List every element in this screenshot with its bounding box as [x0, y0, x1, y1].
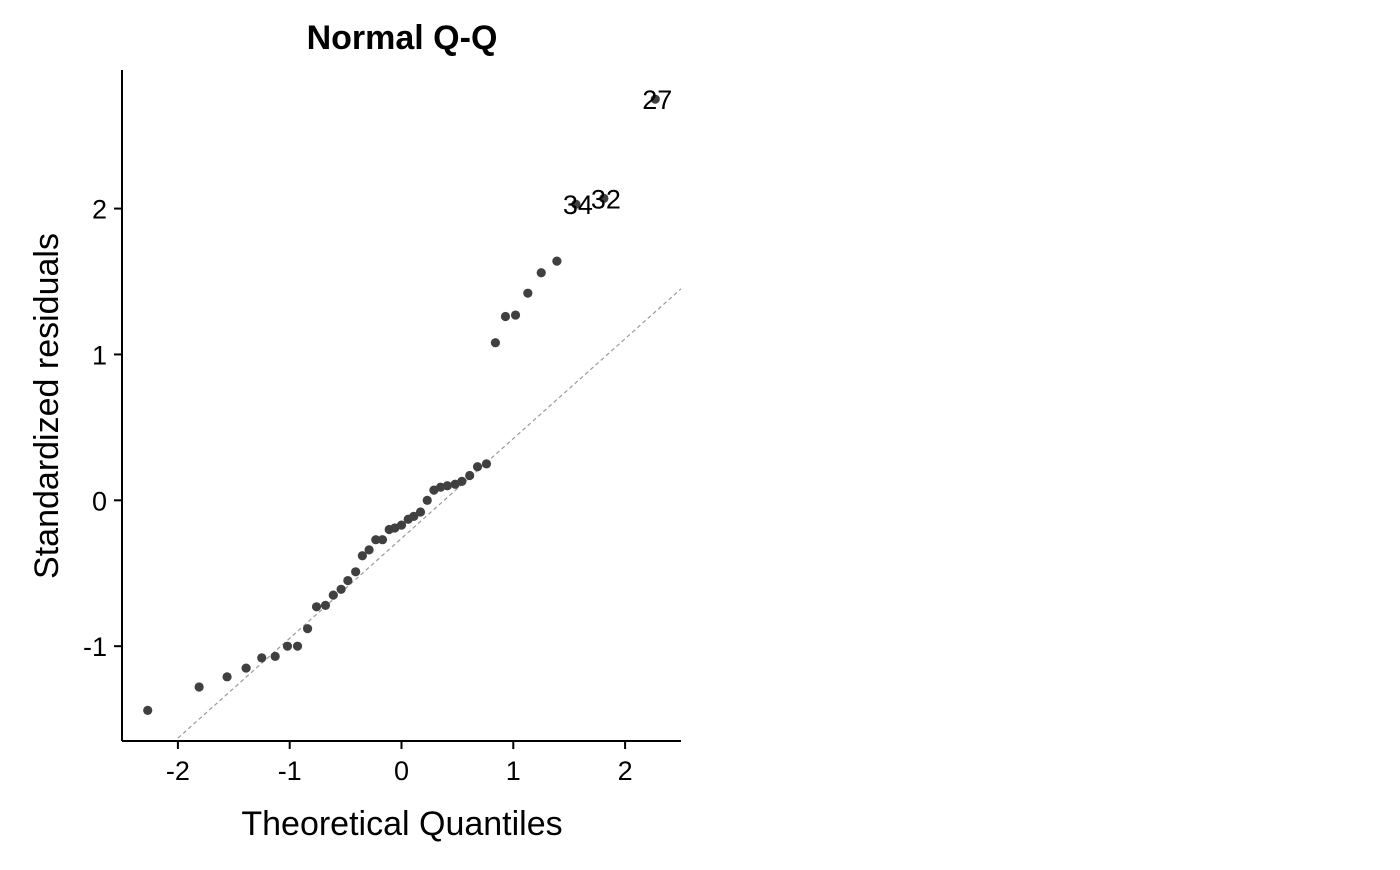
data-point	[409, 511, 419, 521]
data-point	[465, 470, 475, 481]
y-tick-label: 1	[92, 340, 107, 370]
data-point	[442, 481, 452, 491]
data-point	[364, 545, 374, 555]
data-point	[415, 507, 426, 517]
data-point	[241, 663, 251, 673]
data-point	[194, 682, 204, 692]
data-point	[282, 641, 293, 651]
y-axis-label: Standardized residuals	[28, 233, 66, 579]
y-tick-label: -1	[83, 632, 107, 662]
data-point	[351, 567, 361, 577]
data-point	[422, 495, 432, 505]
data-point	[328, 590, 338, 600]
data-point	[523, 288, 533, 298]
data-point	[490, 338, 501, 348]
data-point	[371, 535, 381, 545]
data-point	[599, 193, 609, 203]
data-point	[257, 653, 267, 663]
x-tick-label: -2	[166, 756, 190, 786]
chart-title: Normal Q-Q	[307, 19, 498, 57]
data-point	[320, 600, 331, 610]
x-axis-label: Theoretical Quantiles	[241, 805, 562, 843]
data-point	[396, 520, 407, 530]
data-point	[552, 256, 562, 266]
y-tick-label: 2	[92, 195, 107, 225]
data-point	[472, 462, 483, 472]
data-point	[481, 459, 492, 469]
data-point	[500, 311, 511, 322]
point-label: 27	[642, 85, 672, 115]
x-tick-label: -1	[278, 756, 302, 786]
point-label: 32	[591, 184, 621, 214]
data-point	[377, 535, 388, 545]
x-tick-label: 2	[618, 756, 633, 786]
x-tick-label: 0	[394, 756, 409, 786]
data-point	[650, 94, 660, 104]
data-point	[457, 476, 467, 486]
data-point	[222, 672, 232, 682]
point-label: 34	[563, 190, 593, 220]
x-tick-label: 1	[506, 756, 521, 786]
data-point	[536, 268, 546, 278]
data-point	[311, 602, 322, 612]
y-tick-label: 0	[92, 486, 107, 516]
reference-line	[177, 288, 682, 739]
data-point	[510, 310, 521, 320]
data-point	[270, 651, 280, 661]
data-point	[336, 584, 346, 594]
data-point	[302, 624, 313, 634]
data-point	[343, 575, 353, 586]
data-point	[143, 705, 153, 715]
data-point	[357, 551, 367, 561]
data-point	[292, 641, 303, 651]
data-point	[571, 199, 581, 209]
